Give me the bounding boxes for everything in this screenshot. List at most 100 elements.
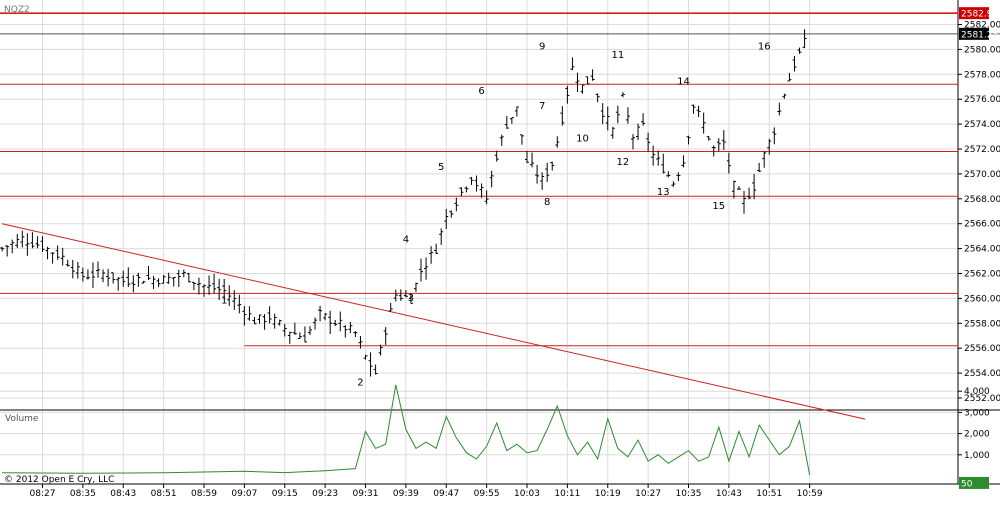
ohlc-bar (489, 170, 494, 188)
ohlc-bar (671, 181, 676, 187)
ohlc-bar (106, 268, 111, 287)
price-tick-label: 2552.00 (964, 394, 1000, 404)
ohlc-bar (186, 272, 191, 283)
ohlc-bar (388, 302, 393, 312)
ohlc-bar (85, 269, 90, 280)
time-tick-label: 09:07 (231, 489, 257, 499)
time-tick-label: 08:51 (151, 489, 177, 499)
time-tick-label: 10:43 (716, 489, 742, 499)
price-tick-label: 2572.00 (964, 145, 1000, 155)
ohlc-bar (605, 106, 610, 131)
ohlc-bar (575, 72, 580, 93)
price-tick-label: 2578.00 (964, 70, 1000, 80)
ohlc-bar (75, 261, 80, 279)
ohlc-bar (792, 55, 797, 72)
ohlc-bar (454, 197, 459, 212)
volume-last-tag: 50 (959, 476, 989, 489)
time-tick-label: 10:51 (756, 489, 782, 499)
ohlc-bar (494, 150, 499, 162)
ohlc-bar (151, 276, 156, 290)
time-tick-label: 10:11 (554, 489, 580, 499)
ohlc-bar (600, 103, 605, 125)
price-grid (0, 0, 958, 410)
ohlc-bar (101, 269, 106, 283)
ohlc-bar (131, 275, 136, 293)
ohlc-bar (242, 306, 247, 326)
ohlc-bar (80, 267, 85, 282)
price-tick-label: 2564.00 (964, 245, 1000, 255)
ohlc-bar (782, 93, 787, 99)
ohlc-bar (55, 245, 60, 260)
time-tick-label: 10:35 (676, 489, 702, 499)
ohlc-bar (237, 294, 242, 314)
time-tick-label: 09:31 (353, 489, 379, 499)
volume-series (2, 384, 811, 475)
ohlc-bar (35, 236, 40, 249)
bar-annotation-label: 6 (478, 86, 484, 97)
ohlc-bar (348, 322, 353, 334)
ohlc-bar (262, 314, 267, 330)
ohlc-bar (146, 266, 151, 281)
ohlc-bar (70, 259, 75, 279)
ohlc-bar (595, 93, 600, 103)
bar-annotation-label: 14 (677, 76, 690, 87)
ohlc-bar (570, 57, 575, 71)
bar-annotation-label: 5 (438, 162, 444, 173)
price-tick-label: 2566.00 (964, 220, 1000, 230)
ohlc-bar (161, 274, 166, 284)
ohlc-bar (353, 331, 358, 338)
ohlc-bar (176, 269, 181, 287)
ohlc-bar (222, 278, 227, 300)
ohlc-bar (787, 73, 792, 82)
ohlc-bar (711, 145, 716, 157)
ohlc-bar (656, 150, 661, 166)
bar-annotation-label: 15 (712, 201, 725, 212)
ohlc-bar (166, 272, 171, 284)
ohlc-bar (630, 134, 635, 150)
bar-annotation-label: 11 (611, 50, 624, 61)
price-axis-ticks: 2582.00 2580.00 2578.00 2576.00 2574.00 2572.… (958, 21, 1000, 404)
volume-last-tag-text: 50 (961, 479, 973, 489)
ohlc-bar (111, 272, 116, 284)
ohlc-bar (252, 317, 257, 325)
ohlc-bar (141, 280, 146, 284)
volume-axis-ticks: 4,000 3,000 2,000 1,000 (958, 387, 990, 461)
ohlc-bar (726, 152, 731, 174)
ohlc-bar (90, 262, 95, 288)
ohlc-bar (691, 104, 696, 114)
ohlc-bar (747, 187, 752, 200)
ohlc-bar (413, 282, 418, 293)
time-tick-label: 08:27 (30, 489, 56, 499)
ohlc-bar (590, 69, 595, 81)
ohlc-bar (247, 306, 252, 321)
bar-annotation-label: 7 (539, 101, 545, 112)
symbol-label: NQZ2 (4, 5, 30, 15)
ohlc-bar (434, 243, 439, 255)
ohlc-bar (641, 113, 646, 126)
ohlc-bar (666, 171, 671, 178)
ohlc-bar (0, 246, 5, 252)
ohlc-bar (358, 335, 363, 349)
ohlc-bar (565, 85, 570, 104)
ohlc-bar (736, 186, 741, 190)
bar-annotation-label: 8 (544, 197, 550, 208)
ohlc-bar (560, 106, 565, 126)
ohlc-bar (343, 325, 348, 338)
time-tick-label: 09:23 (312, 489, 338, 499)
ohlc-bar (196, 277, 201, 295)
price-bars (0, 29, 807, 377)
ohlc-bar (580, 84, 585, 94)
ohlc-bar (363, 354, 368, 360)
level-lines (0, 12, 1000, 347)
ohlc-bar (277, 319, 282, 326)
last-price-tag-text: 2581.25 (961, 30, 998, 40)
ohlc-bar (207, 275, 212, 295)
ohlc-bar (499, 134, 504, 146)
ohlc-bar (610, 126, 615, 139)
ohlc-bar (323, 313, 328, 321)
ohlc-bar (550, 161, 555, 171)
ohlc-bar (615, 105, 620, 124)
price-tick-label: 2556.00 (964, 344, 1000, 354)
time-tick-label: 10:03 (514, 489, 540, 499)
volume-tick-label: 2,000 (964, 430, 990, 440)
